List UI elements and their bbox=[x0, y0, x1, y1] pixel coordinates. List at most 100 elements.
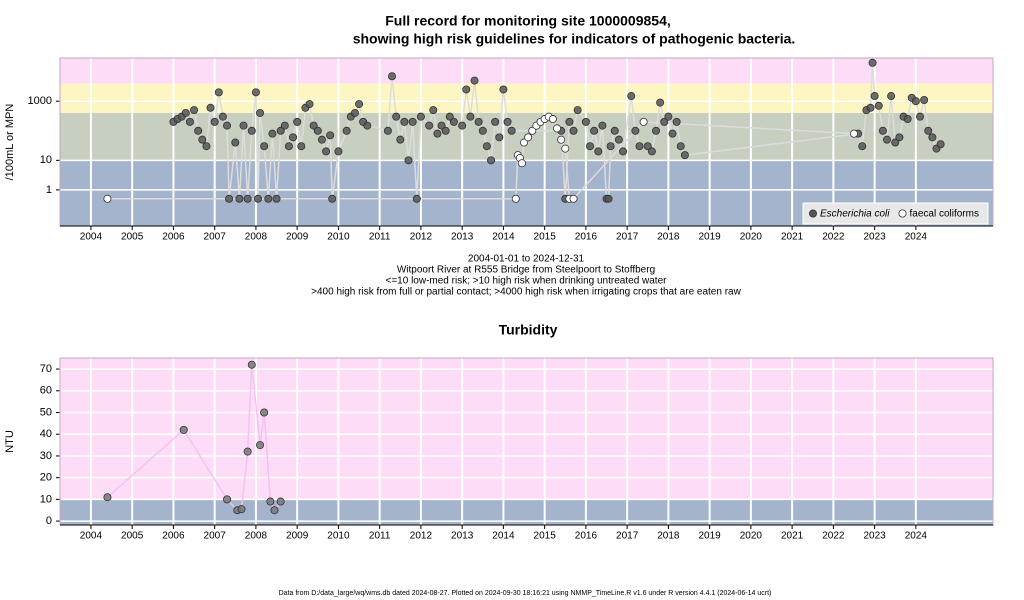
x-tick-label: 2012 bbox=[410, 531, 433, 542]
x-tick-label: 2016 bbox=[575, 531, 598, 542]
x-tick-label: 2014 bbox=[492, 531, 515, 542]
data-point bbox=[466, 112, 475, 121]
data-point bbox=[581, 117, 590, 126]
data-point bbox=[561, 144, 570, 153]
data-point bbox=[404, 156, 413, 165]
data-point bbox=[491, 117, 500, 126]
data-point bbox=[524, 133, 533, 142]
data-point bbox=[392, 112, 401, 121]
x-tick-label: 2015 bbox=[534, 531, 557, 542]
note: Witpoort River at R555 Bridge from Steel… bbox=[397, 265, 655, 276]
data-point bbox=[586, 142, 595, 151]
data-point bbox=[631, 126, 640, 135]
data-point bbox=[305, 100, 314, 109]
data-point bbox=[499, 85, 508, 94]
series-line bbox=[173, 62, 942, 200]
x-tick-label: 2017 bbox=[616, 531, 639, 542]
data-point bbox=[412, 194, 421, 203]
data-point bbox=[206, 103, 215, 112]
legend-label: faecal coliforms bbox=[909, 209, 978, 220]
data-point bbox=[317, 135, 326, 144]
y-tick-label: 40 bbox=[40, 428, 52, 440]
data-point bbox=[342, 126, 351, 135]
data-point bbox=[383, 126, 392, 135]
chart-title: Full record for monitoring site 10000098… bbox=[385, 13, 671, 29]
x-tick-label: 2016 bbox=[575, 232, 598, 243]
x-tick-label: 2004 bbox=[80, 232, 103, 243]
data-point bbox=[482, 142, 491, 151]
x-tick-label: 2005 bbox=[121, 531, 144, 542]
x-tick-label: 2011 bbox=[369, 531, 391, 542]
data-point bbox=[425, 121, 434, 130]
x-tick-label: 2019 bbox=[699, 531, 722, 542]
data-point bbox=[190, 106, 199, 115]
data-point bbox=[194, 126, 203, 135]
legend-marker bbox=[809, 209, 818, 218]
data-point bbox=[408, 117, 417, 126]
data-point bbox=[214, 88, 223, 97]
x-tick-label: 2018 bbox=[657, 531, 680, 542]
data-point bbox=[272, 194, 281, 203]
data-point bbox=[400, 117, 409, 126]
data-point bbox=[911, 97, 920, 106]
data-point bbox=[243, 194, 252, 203]
data-point bbox=[247, 126, 256, 135]
data-point bbox=[313, 126, 322, 135]
data-point bbox=[878, 126, 887, 135]
data-point bbox=[643, 142, 652, 151]
risk-band bbox=[60, 58, 993, 84]
x-tick-label: 2017 bbox=[616, 232, 639, 243]
data-point bbox=[672, 117, 681, 126]
data-point bbox=[511, 194, 520, 203]
data-point bbox=[924, 126, 933, 135]
data-point bbox=[590, 126, 599, 135]
data-point bbox=[664, 112, 673, 121]
data-point bbox=[198, 135, 207, 144]
x-tick-label: 2022 bbox=[822, 232, 845, 243]
note: >400 high risk from full or partial cont… bbox=[311, 287, 741, 298]
data-point bbox=[604, 194, 613, 203]
data-point bbox=[235, 194, 244, 203]
data-point bbox=[553, 124, 562, 133]
data-point bbox=[635, 142, 644, 151]
data-point bbox=[260, 408, 269, 417]
x-tick-label: 2010 bbox=[327, 232, 350, 243]
data-point bbox=[594, 147, 603, 156]
data-point bbox=[328, 194, 337, 203]
x-tick-label: 2020 bbox=[740, 232, 763, 243]
y-tick-label: 20 bbox=[40, 472, 52, 484]
x-tick-label: 2023 bbox=[863, 531, 886, 542]
data-point bbox=[388, 72, 397, 81]
data-point bbox=[895, 133, 904, 142]
data-point bbox=[322, 147, 331, 156]
y-tick-label: 10 bbox=[40, 493, 52, 505]
data-point bbox=[478, 126, 487, 135]
data-point bbox=[887, 92, 896, 101]
risk-band bbox=[60, 83, 993, 113]
footer: Data from D:/data_large/wq/wms.db dated … bbox=[279, 590, 772, 597]
x-tick-label: 2011 bbox=[369, 232, 391, 243]
x-tick-label: 2008 bbox=[245, 531, 268, 542]
note: <=10 low-med risk; >10 high risk when dr… bbox=[386, 276, 668, 287]
x-tick-label: 2015 bbox=[534, 232, 557, 243]
data-point bbox=[660, 117, 669, 126]
x-tick-label: 2006 bbox=[162, 232, 185, 243]
data-point bbox=[569, 194, 578, 203]
x-tick-label: 2024 bbox=[905, 531, 928, 542]
y-tick-label: 0 bbox=[46, 515, 52, 527]
data-point bbox=[276, 126, 285, 135]
x-tick-label: 2004 bbox=[80, 531, 103, 542]
data-point bbox=[449, 117, 458, 126]
data-point bbox=[416, 112, 425, 121]
x-tick-label: 2018 bbox=[657, 232, 680, 243]
data-point bbox=[445, 112, 454, 121]
data-point bbox=[268, 129, 277, 138]
data-point bbox=[251, 88, 260, 97]
data-point bbox=[639, 117, 648, 126]
data-point bbox=[866, 103, 875, 112]
y-tick-label: 10 bbox=[40, 154, 52, 166]
data-point bbox=[548, 115, 557, 124]
data-point bbox=[870, 92, 879, 101]
data-point bbox=[256, 441, 265, 450]
legend-label: Escherichia coli bbox=[820, 209, 890, 220]
